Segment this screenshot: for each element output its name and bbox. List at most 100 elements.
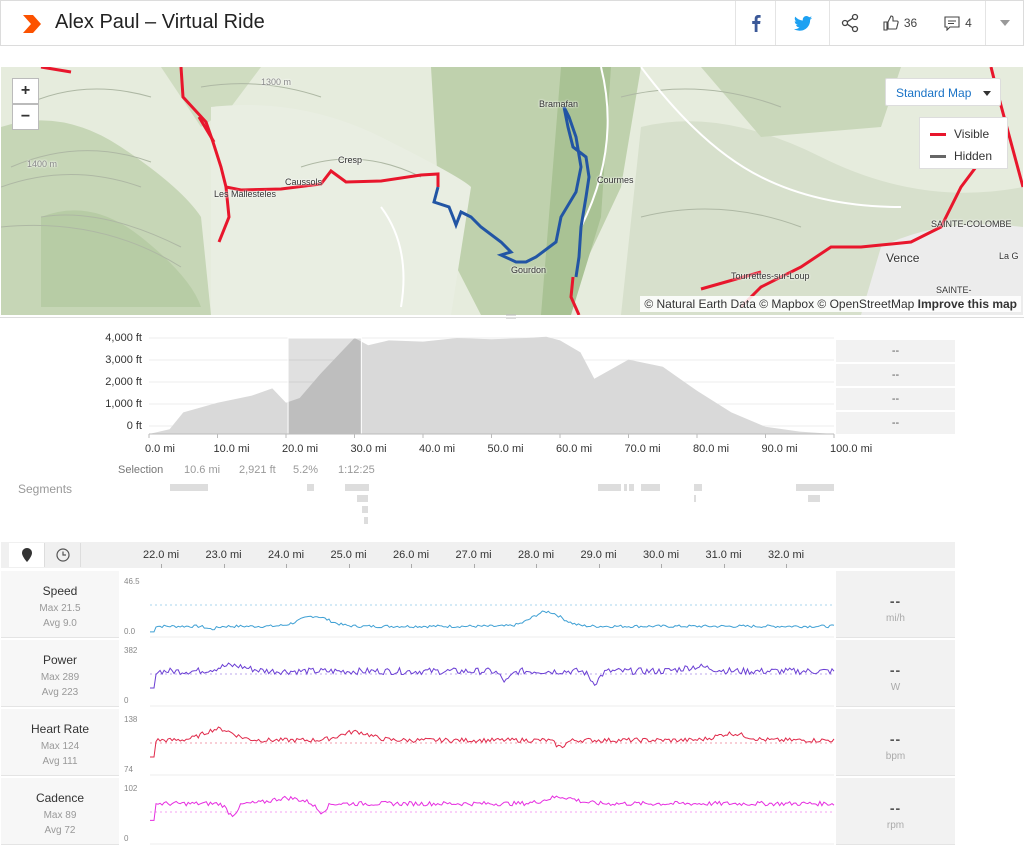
stream-line xyxy=(150,610,835,633)
map-pin-icon xyxy=(21,548,32,562)
elevation-area xyxy=(149,336,834,434)
segments-label: Segments xyxy=(18,482,73,496)
stream-chart[interactable] xyxy=(146,709,836,776)
stream-name: Power xyxy=(42,653,77,667)
place-label: Vence xyxy=(886,251,920,265)
selection-distance: 10.6 mi xyxy=(184,464,221,476)
stream-label-speed: Speed Max 21.5 Avg 9.0 xyxy=(1,571,119,638)
stream-x-tick xyxy=(411,564,412,568)
place-label: SAINTE-COLOMBE xyxy=(931,219,1012,229)
stream-y-min: 0 xyxy=(124,834,129,843)
stream-name: Heart Rate xyxy=(30,722,90,736)
stream-y-max: 102 xyxy=(124,784,138,793)
map-type-label: Standard Map xyxy=(896,86,972,100)
stream-unit: mi/h xyxy=(886,613,905,624)
stream-current-value: -- rpm xyxy=(836,778,955,845)
x-tick-label: 60.0 mi xyxy=(556,443,593,455)
stream-label-power: Power Max 289 Avg 223 xyxy=(1,640,119,707)
share-icon xyxy=(841,13,858,33)
stream-unit: rpm xyxy=(886,820,905,831)
legend-swatch xyxy=(930,132,946,136)
stream-x-tick-label: 22.0 mi xyxy=(143,549,180,561)
clock-icon xyxy=(55,548,70,562)
x-tick-label: 10.0 mi xyxy=(213,443,250,455)
tab-distance[interactable] xyxy=(9,543,45,567)
stream-chart[interactable] xyxy=(146,640,836,707)
place-label: Les Mallesteles xyxy=(214,189,277,199)
stream-value: -- xyxy=(889,662,902,678)
share-button[interactable] xyxy=(829,1,869,45)
y-tick-label: 0 ft xyxy=(126,420,142,432)
legend-item-hidden: Hidden xyxy=(930,149,992,163)
elevation-contour-label: 1400 m xyxy=(27,159,58,169)
place-label: Gourdon xyxy=(511,265,547,275)
caret-down-icon xyxy=(983,91,991,96)
elevation-panel: 4,000 ft 3,000 ft 2,000 ft 1,000 ft 0 ft… xyxy=(0,318,1024,540)
x-tick-label: 40.0 mi xyxy=(419,443,456,455)
zoom-out-button[interactable]: − xyxy=(12,104,39,130)
stream-x-tick-label: 30.0 mi xyxy=(643,549,680,561)
stream-x-tick xyxy=(536,564,537,568)
elevation-stat-cell: -- xyxy=(836,340,955,362)
route-map[interactable]: Bramafan Cresp Caussols Les Mallesteles … xyxy=(1,67,1023,315)
selection-label: Selection xyxy=(118,464,164,476)
stream-unit: bpm xyxy=(885,751,906,762)
kudos-button[interactable]: 36 xyxy=(869,1,931,45)
stream-line xyxy=(150,726,835,758)
stream-x-tick-label: 25.0 mi xyxy=(330,549,367,561)
zoom-in-button[interactable]: + xyxy=(12,78,39,104)
route-legend: Visible Hidden xyxy=(919,117,1008,169)
facebook-share-button[interactable] xyxy=(735,1,775,45)
stream-x-tick-label: 29.0 mi xyxy=(580,549,617,561)
strava-logo-icon[interactable] xyxy=(21,13,43,35)
facebook-icon xyxy=(751,15,761,32)
stream-current-value: -- W xyxy=(836,640,955,707)
comment-icon xyxy=(944,15,960,31)
stream-avg: Avg 223 xyxy=(41,687,79,698)
stream-x-tick xyxy=(223,564,225,568)
stream-x-tick xyxy=(661,564,662,568)
attribution-text: © Natural Earth Data © Mapbox © OpenStre… xyxy=(644,297,915,311)
tab-time[interactable] xyxy=(45,543,81,567)
place-label: Courmes xyxy=(597,175,634,185)
kudos-count: 36 xyxy=(903,16,918,30)
stream-name: Speed xyxy=(42,584,78,598)
comments-button[interactable]: 4 xyxy=(931,1,985,45)
comments-count: 4 xyxy=(965,16,972,30)
stream-max: Max 21.5 xyxy=(39,603,81,614)
stream-axis-bar: 22.0 mi 23.0 mi 24.0 mi 25.0 mi 26.0 mi 27.0 … xyxy=(1,542,955,568)
place-label: SAINTE- xyxy=(936,285,972,295)
x-tick-label: 20.0 mi xyxy=(282,443,319,455)
elevation-contour-label: 1300 m xyxy=(261,77,292,87)
place-label: Tourrettes-sur-Loup xyxy=(731,271,810,281)
map-attribution: © Natural Earth Data © Mapbox © OpenStre… xyxy=(640,296,1021,312)
stream-avg: Avg 9.0 xyxy=(43,618,77,629)
thumbs-up-icon xyxy=(883,15,899,31)
stream-y-max: 382 xyxy=(124,646,138,655)
legend-label: Hidden xyxy=(954,149,993,163)
divider xyxy=(0,317,1024,318)
stream-x-tick xyxy=(286,564,287,568)
chevron-down-icon xyxy=(999,20,1010,26)
more-actions-button[interactable] xyxy=(985,1,1023,45)
stream-current-value: -- bpm xyxy=(836,709,955,776)
selection-range[interactable] xyxy=(287,337,362,435)
place-label: Caussols xyxy=(285,177,323,187)
selection-elevation-gain: 2,921 ft xyxy=(239,464,276,476)
stream-chart[interactable] xyxy=(146,778,836,845)
stream-x-tick-label: 31.0 mi xyxy=(705,549,742,561)
resize-handle-icon[interactable] xyxy=(505,313,517,321)
twitter-share-button[interactable] xyxy=(775,1,829,45)
stream-value: -- xyxy=(889,731,902,747)
stream-max: Max 89 xyxy=(43,810,77,821)
selection-time: 1:12:25 xyxy=(338,464,375,476)
segments-bars[interactable] xyxy=(0,482,860,532)
x-tick-label: 30.0 mi xyxy=(350,443,387,455)
stream-unit: W xyxy=(890,682,901,693)
y-tick-label: 1,000 ft xyxy=(105,398,142,410)
improve-map-link[interactable]: Improve this map xyxy=(917,297,1017,311)
map-type-dropdown[interactable]: Standard Map xyxy=(885,78,1001,106)
stream-chart[interactable] xyxy=(146,571,836,638)
map-terrain xyxy=(1,67,1023,315)
elevation-chart[interactable] xyxy=(0,318,860,458)
